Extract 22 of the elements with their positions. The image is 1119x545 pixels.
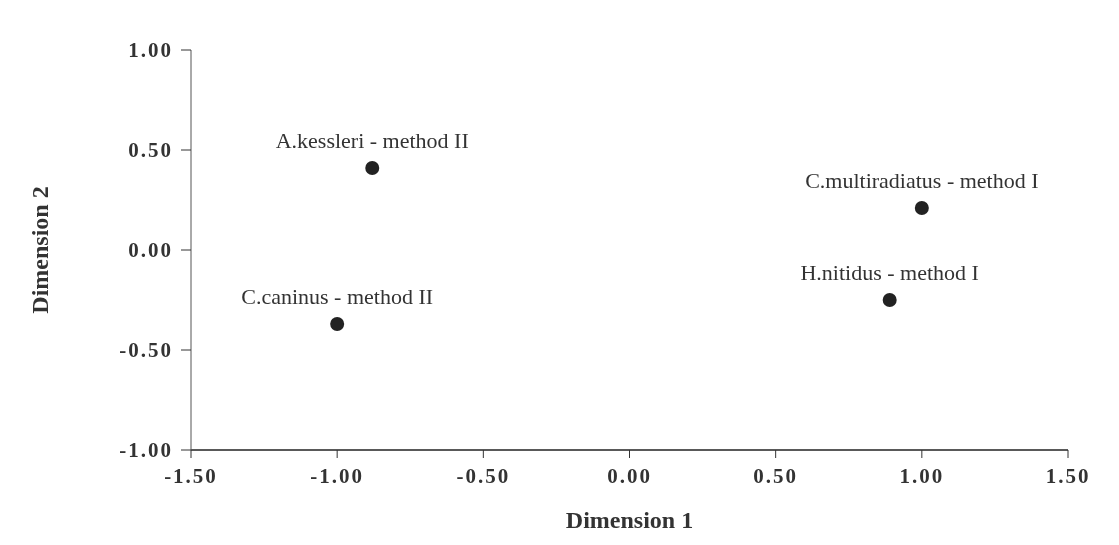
annotation: A.kessleri - method II — [275, 128, 469, 153]
x-tick-label: -0.50 — [456, 464, 511, 488]
y-tick-label: 0.00 — [128, 238, 173, 262]
x-tick-label: -1.50 — [164, 464, 218, 488]
y-axis-title: Dimension 2 — [27, 186, 53, 314]
point — [914, 201, 929, 215]
y-tick-label: 0.50 — [128, 138, 173, 162]
x-tick-label: 1.50 — [1045, 464, 1091, 488]
annotation: C.caninus - method II — [241, 284, 434, 309]
y-tick-label: -0.50 — [119, 338, 173, 362]
point — [882, 293, 897, 307]
x-tick-label: 0.50 — [753, 464, 799, 488]
point — [365, 161, 380, 175]
point — [330, 317, 345, 331]
y-tick-label: 1.00 — [128, 38, 173, 62]
annotation: C.multiradiatus - method I — [805, 168, 1039, 193]
y-tick-label: -1.00 — [119, 438, 173, 462]
x-tick-label: -1.00 — [310, 464, 365, 488]
x-axis-title: Dimension 1 — [565, 507, 694, 533]
x-tick-label: 0.00 — [607, 464, 652, 488]
annotation: H.nitidus - method I — [800, 260, 979, 285]
x-tick-label: 1.00 — [899, 464, 945, 488]
